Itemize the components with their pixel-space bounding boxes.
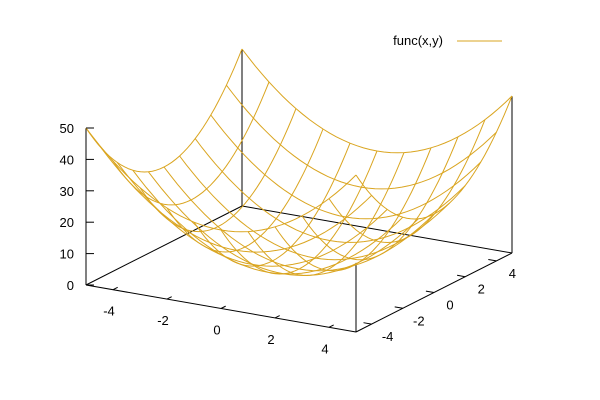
x-tick-mark <box>166 296 172 300</box>
mesh-line-y <box>210 114 482 220</box>
y-tick-label: 2 <box>478 282 485 297</box>
x-tick-label: 0 <box>213 323 220 338</box>
y-tick-label: -2 <box>413 313 425 328</box>
x-tick-label: 2 <box>267 332 274 347</box>
mesh-line-y <box>116 162 388 267</box>
tick-labels: 0 10 20 30 40 50 -4 -2 0 2 4 -4 -2 0 2 4 <box>60 121 516 356</box>
surface-mesh <box>85 48 513 277</box>
x-tick-label: 4 <box>321 341 328 356</box>
y-tick-mark <box>457 274 466 278</box>
mesh-line-x <box>247 152 405 277</box>
mesh-line-y <box>241 48 513 154</box>
mesh-line-y <box>148 171 419 277</box>
mesh-line-y <box>179 155 450 261</box>
x-tick-mark <box>274 315 280 319</box>
y-tick-label: 0 <box>446 298 453 313</box>
y-tick-mark <box>394 306 403 309</box>
x-tick-mark <box>112 286 118 291</box>
mesh-line-y <box>163 166 435 272</box>
mesh-line-x <box>328 119 486 244</box>
z-tick-label: 50 <box>60 121 74 136</box>
y-tick-mark <box>363 322 372 325</box>
x-tick-mark <box>328 324 334 328</box>
mesh-line-x <box>274 147 432 272</box>
x-tick-label: -4 <box>103 304 115 319</box>
z-tick-label: 30 <box>60 184 74 199</box>
mesh-line-x <box>139 108 297 233</box>
x-tick-mark <box>220 305 226 309</box>
y-tick-mark <box>425 290 435 293</box>
z-tick-label: 40 <box>60 152 74 167</box>
y-tick-label: 4 <box>509 266 516 281</box>
base-left-edge <box>85 205 243 286</box>
y-tick-mark <box>488 258 497 262</box>
mesh-line-y <box>194 138 466 243</box>
y-tick-label: -4 <box>382 329 394 344</box>
mesh-line-x <box>85 48 243 173</box>
plot-axes <box>85 49 513 333</box>
mesh-line-y <box>101 148 372 253</box>
x-tick-label: -2 <box>157 313 169 328</box>
mesh-line-x <box>355 95 513 220</box>
mesh-line-y <box>226 84 497 190</box>
legend-label: func(x,y) <box>393 33 443 48</box>
z-tick-label: 20 <box>60 215 74 230</box>
base-back-edge <box>241 205 513 254</box>
z-tick-label: 10 <box>60 247 74 262</box>
mesh-line-y <box>132 169 404 275</box>
legend: func(x,y) <box>393 33 502 48</box>
z-tick-label: 0 <box>67 278 74 293</box>
